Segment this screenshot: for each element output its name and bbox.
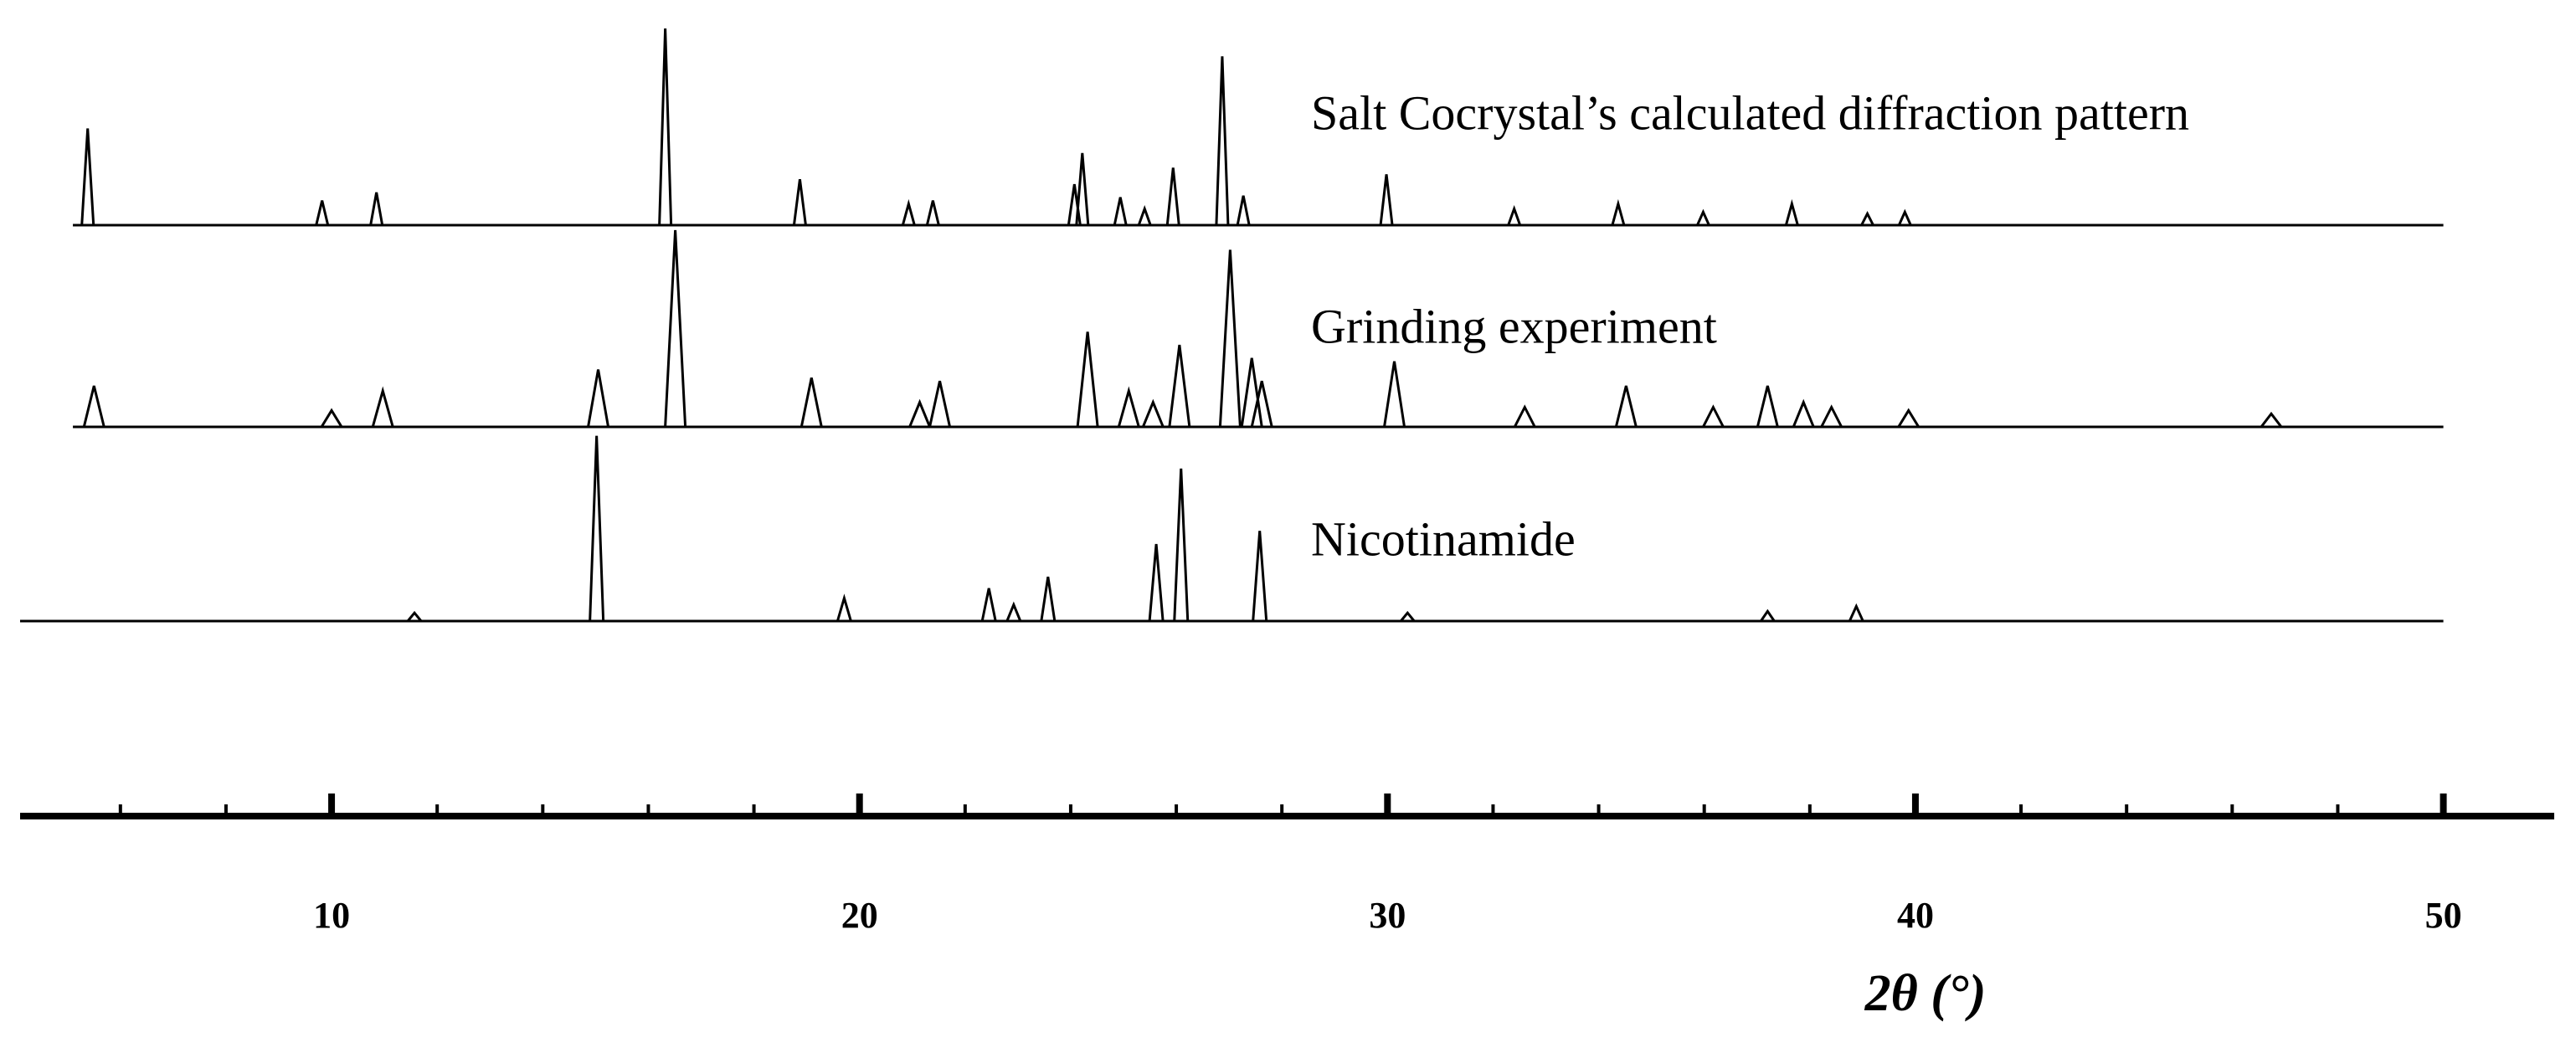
peak	[1379, 174, 1394, 226]
peak	[800, 377, 823, 428]
peak	[908, 398, 931, 428]
peak	[1696, 208, 1710, 226]
peak	[587, 369, 610, 428]
x-tick-label: 40	[1897, 895, 1934, 936]
peak	[1756, 385, 1779, 428]
x-tick-label: 30	[1369, 895, 1406, 936]
peak	[1507, 204, 1522, 226]
peak	[1848, 603, 1864, 622]
peak	[1614, 385, 1638, 428]
peak	[1611, 198, 1626, 226]
peak	[82, 385, 105, 428]
peak	[1005, 601, 1022, 622]
x-tick-label: 10	[313, 895, 350, 936]
peak	[1250, 380, 1273, 428]
peak	[1148, 543, 1165, 622]
peak	[315, 200, 330, 226]
peak	[1215, 56, 1230, 226]
peak	[1760, 609, 1776, 622]
peak	[1168, 344, 1191, 428]
peak	[901, 198, 916, 226]
peak	[1141, 398, 1165, 428]
peak	[1252, 531, 1268, 622]
peak	[1113, 197, 1128, 226]
peak	[1383, 361, 1406, 428]
peak	[1702, 404, 1725, 428]
series-label: Nicotinamide	[1311, 511, 1576, 566]
series-label: Salt Cocrystal’s calculated diffraction …	[1311, 85, 2189, 140]
peak	[371, 386, 394, 428]
peak	[1075, 152, 1090, 226]
peak	[1860, 210, 1874, 226]
peak	[1040, 576, 1057, 622]
peak	[406, 610, 423, 622]
peak	[1897, 208, 1912, 226]
peak	[928, 380, 952, 428]
peak	[664, 229, 687, 428]
peak	[1236, 195, 1251, 226]
peak	[369, 192, 384, 226]
peak	[1820, 404, 1843, 428]
peak	[836, 593, 852, 622]
x-tick-label: 20	[841, 895, 878, 936]
peak	[1792, 398, 1815, 428]
peak	[1897, 408, 1920, 428]
peak	[1784, 198, 1799, 226]
peak	[792, 178, 807, 226]
peak	[320, 408, 343, 428]
peak	[1137, 204, 1152, 226]
peak	[658, 28, 673, 226]
series-label: Grinding experiment	[1311, 299, 1717, 353]
x-axis-title: 2θ (°)	[1864, 965, 1987, 1022]
peak	[1173, 468, 1190, 622]
peak	[925, 200, 940, 226]
peak	[2260, 411, 2283, 428]
peak	[1400, 610, 1416, 622]
peak	[1076, 331, 1099, 428]
peak	[1165, 167, 1180, 226]
peak	[1240, 357, 1263, 428]
peak	[1513, 404, 1536, 428]
x-tick-label: 50	[2425, 895, 2462, 936]
peak	[80, 128, 95, 226]
peak	[1117, 386, 1140, 428]
peak	[589, 435, 605, 622]
peak	[1218, 249, 1242, 428]
peak	[980, 588, 997, 622]
